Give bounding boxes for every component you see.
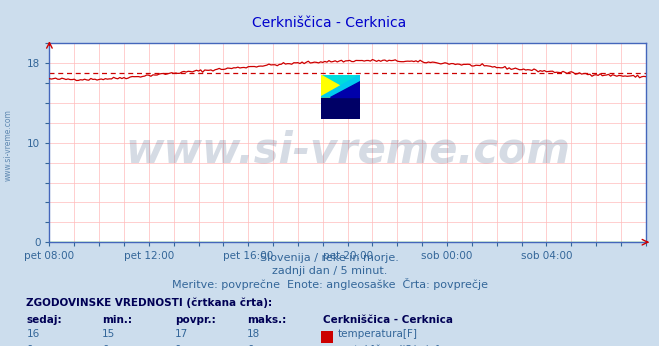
- Text: Cerkniščica - Cerknica: Cerkniščica - Cerknica: [323, 315, 453, 325]
- Text: sedaj:: sedaj:: [26, 315, 62, 325]
- Text: pretok[čevelj3/min]: pretok[čevelj3/min]: [337, 344, 440, 346]
- Text: povpr.:: povpr.:: [175, 315, 215, 325]
- Bar: [321, 75, 340, 97]
- Text: min.:: min.:: [102, 315, 132, 325]
- Polygon shape: [321, 75, 360, 97]
- Text: Meritve: povprečne  Enote: angleosaške  Črta: povprečje: Meritve: povprečne Enote: angleosaške Čr…: [171, 277, 488, 290]
- Text: temperatura[F]: temperatura[F]: [337, 329, 417, 339]
- Text: 0: 0: [247, 345, 254, 346]
- Text: Cerkniščica - Cerknica: Cerkniščica - Cerknica: [252, 16, 407, 29]
- Text: maks.:: maks.:: [247, 315, 287, 325]
- Polygon shape: [321, 75, 360, 97]
- Polygon shape: [321, 75, 360, 97]
- Polygon shape: [330, 81, 360, 97]
- Text: Slovenija / reke in morje.: Slovenija / reke in morje.: [260, 253, 399, 263]
- Text: ZGODOVINSKE VREDNOSTI (črtkana črta):: ZGODOVINSKE VREDNOSTI (črtkana črta):: [26, 298, 272, 308]
- Text: 15: 15: [102, 329, 115, 339]
- Text: 0: 0: [26, 345, 33, 346]
- Text: 0: 0: [102, 345, 109, 346]
- Text: 17: 17: [175, 329, 188, 339]
- Bar: [321, 97, 360, 119]
- Bar: [340, 75, 360, 97]
- Polygon shape: [321, 97, 360, 119]
- Text: zadnji dan / 5 minut.: zadnji dan / 5 minut.: [272, 266, 387, 276]
- Text: www.si-vreme.com: www.si-vreme.com: [3, 109, 13, 181]
- Text: 18: 18: [247, 329, 260, 339]
- Text: www.si-vreme.com: www.si-vreme.com: [125, 130, 570, 172]
- Text: 0: 0: [175, 345, 181, 346]
- Text: 16: 16: [26, 329, 40, 339]
